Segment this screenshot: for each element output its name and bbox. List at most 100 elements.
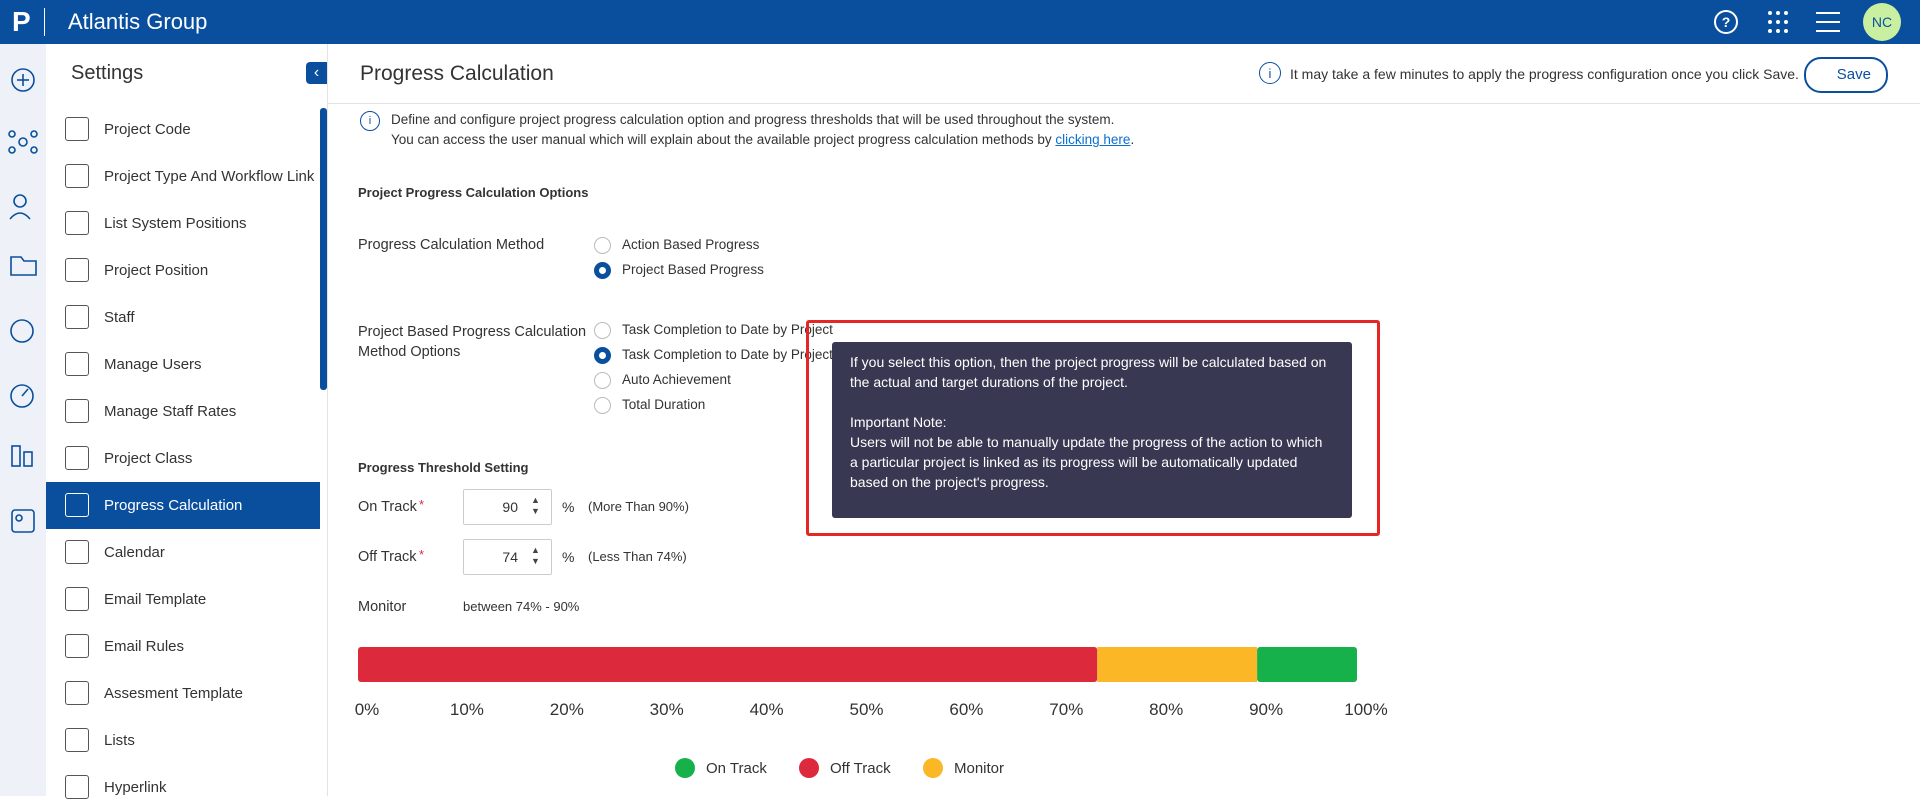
legend-label: Off Track bbox=[830, 760, 891, 777]
legend-swatch bbox=[675, 758, 695, 778]
svg-text:?: ? bbox=[1722, 14, 1731, 30]
radio-label[interactable]: Action Based Progress bbox=[622, 237, 760, 252]
required-mark: * bbox=[419, 547, 425, 562]
menu-item[interactable]: Manage Staff Rates bbox=[104, 403, 237, 420]
settings-panel bbox=[46, 44, 328, 796]
collapse-button[interactable]: ‹ bbox=[306, 62, 327, 84]
legend-swatch bbox=[799, 758, 819, 778]
tick-label: 90% bbox=[1249, 700, 1283, 719]
menu-icon bbox=[65, 540, 89, 564]
menu-item[interactable]: Progress Calculation bbox=[104, 497, 243, 514]
save-label[interactable]: Save bbox=[1836, 66, 1871, 83]
save-button[interactable]: Save bbox=[1804, 57, 1888, 93]
intro-icon: i bbox=[360, 111, 380, 131]
menu-item[interactable]: Project Code bbox=[104, 121, 191, 138]
tooltip-line: If you select this option, then the proj… bbox=[850, 354, 1327, 370]
manual-link[interactable]: clicking here bbox=[1055, 132, 1131, 147]
menu-item[interactable]: Lists bbox=[104, 732, 135, 749]
menu-icon bbox=[65, 634, 89, 658]
input-value[interactable]: 90 bbox=[502, 499, 518, 515]
menu-item[interactable]: Project Class bbox=[104, 450, 193, 467]
menu-item[interactable]: Project Position bbox=[104, 262, 209, 279]
input-value[interactable]: 74 bbox=[502, 549, 518, 565]
intro-line: You can access the user manual which wil… bbox=[391, 132, 1134, 147]
tooltip-line: Users will not be able to manually updat… bbox=[850, 434, 1323, 450]
highlight-box bbox=[806, 320, 1380, 536]
tooltip-line: based on the project's progress. bbox=[850, 474, 1049, 490]
menu-item[interactable]: Assesment Template bbox=[104, 685, 243, 702]
radio[interactable] bbox=[594, 322, 611, 339]
menu-icon bbox=[65, 446, 89, 470]
menu-item[interactable]: Calendar bbox=[104, 544, 165, 561]
tick-label: 70% bbox=[1049, 700, 1083, 719]
off-track-segment bbox=[358, 647, 1098, 682]
org-name: Atlantis Group bbox=[68, 9, 208, 34]
menu-item[interactable]: Manage Users bbox=[104, 356, 202, 373]
tick-label: 20% bbox=[550, 700, 584, 719]
radio-label[interactable]: Auto Achievement bbox=[622, 372, 731, 387]
intro-text: You can access the user manual which wil… bbox=[391, 132, 1056, 147]
tick-label: 40% bbox=[750, 700, 784, 719]
radio-label[interactable]: Total Duration bbox=[622, 397, 706, 412]
tick-label: 10% bbox=[450, 700, 484, 719]
settings-title: Settings bbox=[71, 62, 144, 84]
menu-icon bbox=[65, 258, 89, 282]
radio[interactable] bbox=[594, 262, 611, 279]
menu-item[interactable]: Hyperlink bbox=[104, 779, 167, 796]
menu-icon bbox=[65, 681, 89, 705]
spinner[interactable]: ▲ ▼ bbox=[531, 495, 540, 516]
legend-swatch bbox=[923, 758, 943, 778]
tick-label: 30% bbox=[650, 700, 684, 719]
menu-item[interactable]: Email Rules bbox=[104, 638, 185, 655]
tick-label: 60% bbox=[949, 700, 983, 719]
options-heading: Project Progress Calculation Options bbox=[358, 185, 589, 200]
required-mark: * bbox=[419, 497, 425, 512]
page-title: Progress Calculation bbox=[360, 62, 554, 85]
menu-icon bbox=[65, 775, 89, 799]
tick-label: 100% bbox=[1344, 700, 1387, 719]
number-input[interactable] bbox=[463, 539, 552, 575]
radio-label[interactable]: Task Completion to Date by Project bbox=[622, 347, 833, 362]
radio-label[interactable]: Task Completion to Date by Project bbox=[622, 322, 833, 337]
scrollbar[interactable] bbox=[320, 108, 327, 390]
menu-icon bbox=[65, 164, 89, 188]
menu-item[interactable]: List System Positions bbox=[104, 215, 247, 232]
number-input[interactable] bbox=[463, 489, 552, 525]
menu-item[interactable]: Staff bbox=[104, 309, 135, 326]
radio-label[interactable]: Project Based Progress bbox=[622, 262, 764, 277]
unit: % bbox=[562, 499, 575, 515]
unit: % bbox=[562, 549, 575, 565]
monitor-text: between 74% - 90% bbox=[463, 599, 580, 614]
method-label: Progress Calculation Method bbox=[358, 237, 545, 253]
tick-label: 50% bbox=[849, 700, 883, 719]
menu-item[interactable]: Email Template bbox=[104, 591, 207, 608]
menu-icon bbox=[65, 399, 89, 423]
icon-rail bbox=[0, 44, 46, 796]
avatar[interactable]: NC bbox=[1863, 3, 1901, 41]
logo[interactable]: P bbox=[12, 6, 31, 37]
monitor-label: Monitor bbox=[358, 599, 407, 615]
rail-icons[interactable] bbox=[0, 44, 46, 584]
menu-icon bbox=[65, 728, 89, 752]
tooltip-line: the actual and target durations of the p… bbox=[850, 374, 1128, 390]
menu-icon bbox=[65, 305, 89, 329]
divider bbox=[44, 8, 45, 36]
top-bar bbox=[0, 0, 1920, 44]
radio[interactable] bbox=[594, 372, 611, 389]
info-icon: i bbox=[1259, 62, 1281, 84]
spinner[interactable]: ▲ ▼ bbox=[531, 545, 540, 566]
tick-label: 80% bbox=[1149, 700, 1183, 719]
menu-icon bbox=[65, 493, 89, 517]
radio[interactable] bbox=[594, 397, 611, 414]
header-border bbox=[327, 103, 1920, 104]
radio[interactable] bbox=[594, 347, 611, 364]
progress-bar: 0% 10% 20% 30% 40% 50% 60% 70% 80% 90% 100% On Trac… bbox=[355, 647, 1388, 778]
menu-item[interactable]: Project Type And Workflow Link bbox=[104, 168, 315, 185]
menu-icon bbox=[65, 352, 89, 376]
menu-icon bbox=[65, 211, 89, 235]
notice: It may take a few minutes to apply the p… bbox=[1290, 66, 1799, 82]
radio[interactable] bbox=[594, 237, 611, 254]
top-icons[interactable]: ? bbox=[1700, 6, 1860, 38]
menu-icon bbox=[65, 587, 89, 611]
on-track-segment bbox=[1257, 647, 1357, 682]
